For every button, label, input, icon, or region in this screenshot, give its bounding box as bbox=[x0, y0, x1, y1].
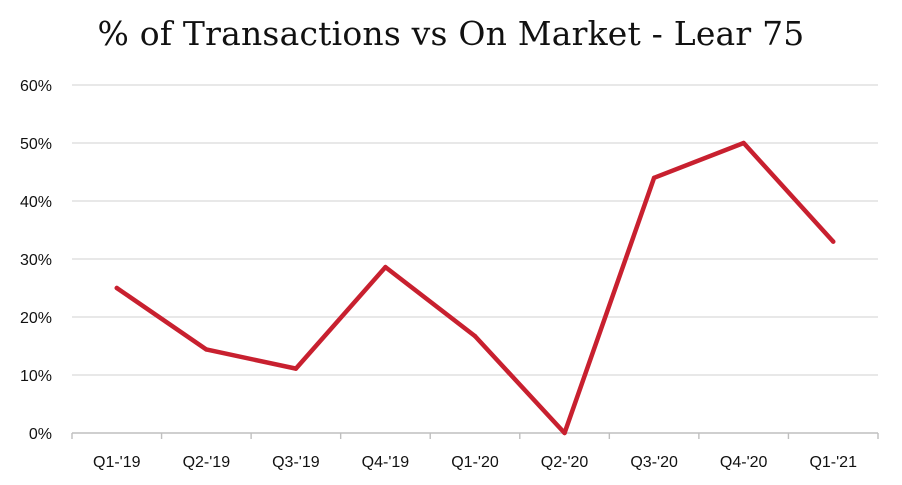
x-axis-tick-labels: Q1-'19 Q2-'19 Q3-'19 Q4-'19 Q1-'20 Q2-'20 Q3-'… bbox=[93, 454, 857, 471]
series-layer bbox=[114, 140, 836, 436]
x-tick-label: Q4-'19 bbox=[362, 454, 410, 471]
data-point bbox=[472, 333, 478, 339]
x-tick-label: Q1-'19 bbox=[93, 454, 141, 471]
x-tick-label: Q4-'20 bbox=[720, 454, 768, 471]
y-tick-label: 60% bbox=[20, 78, 52, 95]
chart-title: % of Transactions vs On Market - Lear 75 bbox=[97, 14, 805, 53]
y-tick-label: 50% bbox=[20, 136, 52, 153]
y-axis-tick-labels: 0% 10% 20% 30% 40% 50% 60% bbox=[20, 78, 52, 443]
data-point bbox=[831, 239, 836, 244]
x-tick-label: Q2-'19 bbox=[183, 454, 231, 471]
x-tick-label: Q1-'20 bbox=[451, 454, 499, 471]
y-tick-label: 30% bbox=[20, 252, 52, 269]
data-point bbox=[114, 285, 119, 291]
x-tick-label: Q2-'20 bbox=[541, 454, 589, 471]
data-point bbox=[383, 264, 388, 270]
x-tick-label: Q1-'21 bbox=[809, 454, 857, 471]
data-point bbox=[293, 366, 299, 371]
y-tick-label: 20% bbox=[20, 310, 52, 327]
data-point bbox=[651, 175, 657, 180]
y-tick-label: 10% bbox=[20, 368, 52, 385]
series-line bbox=[114, 140, 836, 436]
x-tick-label: Q3-'20 bbox=[630, 454, 678, 471]
data-point bbox=[562, 430, 567, 436]
x-axis bbox=[71, 432, 879, 439]
y-tick-label: 40% bbox=[20, 194, 52, 211]
data-point bbox=[741, 140, 746, 146]
y-tick-label: 0% bbox=[29, 426, 52, 443]
gridlines bbox=[72, 84, 878, 376]
data-point bbox=[204, 347, 209, 352]
x-tick-label: Q3-'19 bbox=[272, 454, 320, 471]
